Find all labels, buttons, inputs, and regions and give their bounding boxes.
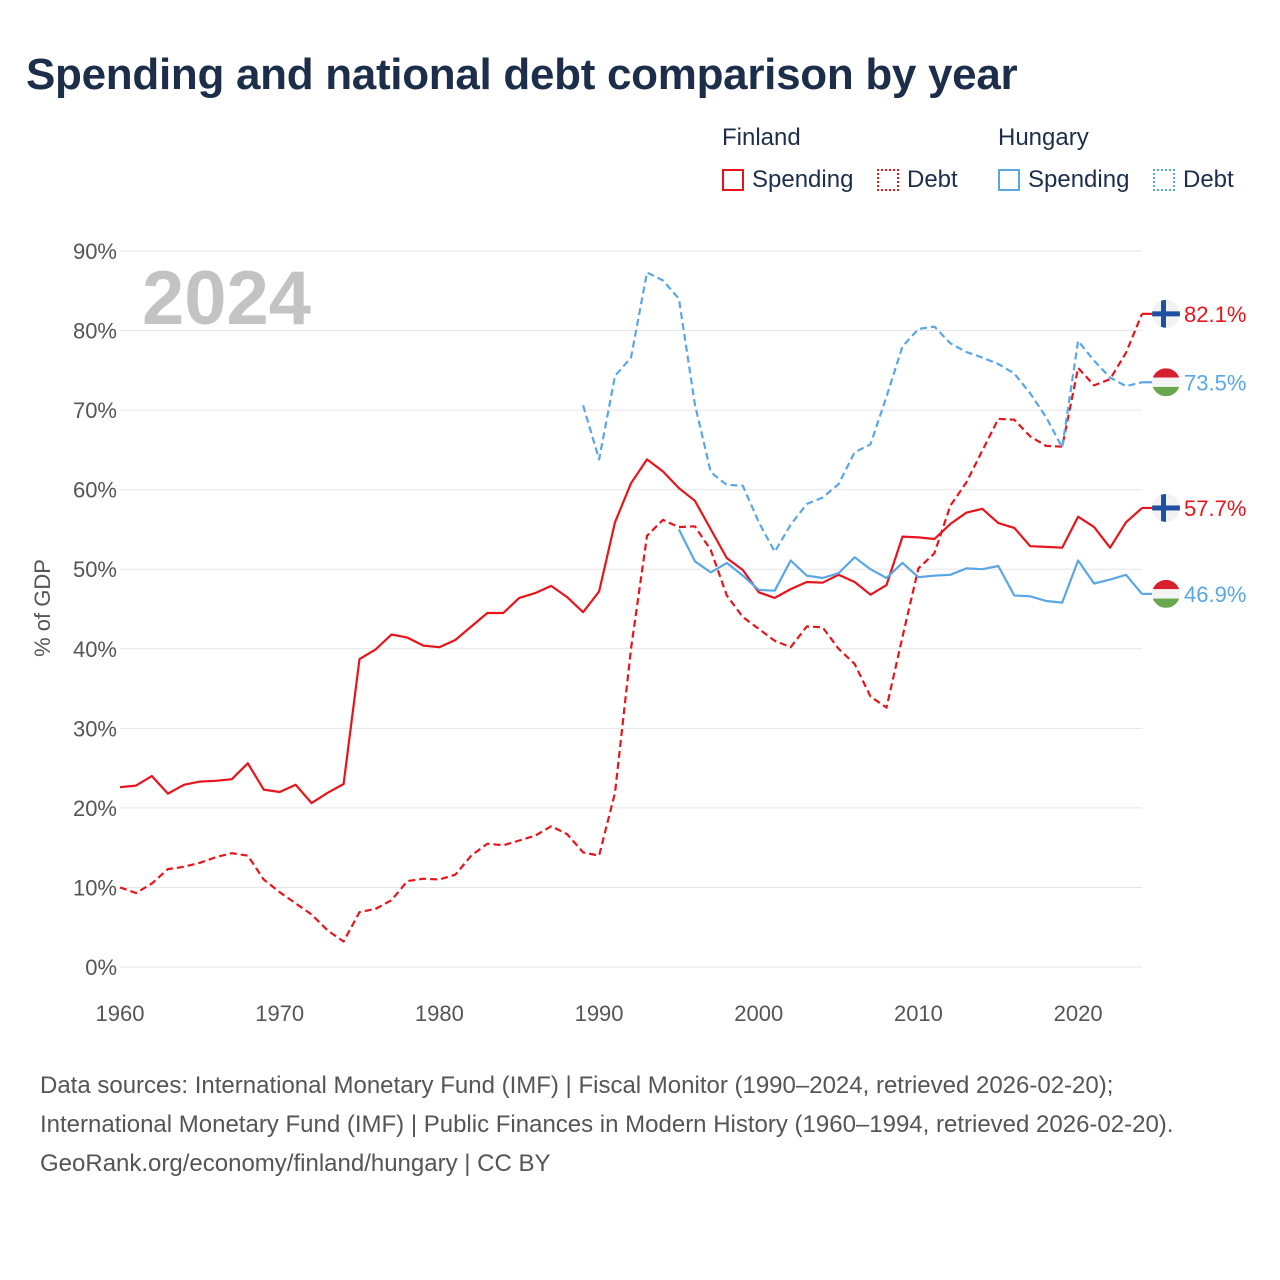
end-value-label: 82.1% bbox=[1184, 302, 1246, 327]
credit-link[interactable]: GeoRank.org/economy/finland/hungary | CC… bbox=[40, 1150, 551, 1177]
y-tick-label: 80% bbox=[73, 319, 117, 344]
end-value-label: 73.5% bbox=[1184, 370, 1246, 395]
legend-finland-debt[interactable]: Debt bbox=[877, 166, 958, 194]
legend-swatch-solid bbox=[998, 169, 1020, 191]
legend-swatch-dotted bbox=[1153, 169, 1175, 191]
y-tick-label: 50% bbox=[73, 557, 117, 582]
legend-group-hungary: Hungary bbox=[998, 124, 1089, 151]
y-tick-label: 20% bbox=[73, 796, 117, 821]
x-tick-label: 1960 bbox=[96, 1001, 145, 1026]
series-lines bbox=[119, 271, 1144, 943]
legend-finland-spending[interactable]: Spending bbox=[722, 166, 853, 194]
y-tick-label: 40% bbox=[73, 637, 117, 662]
y-tick-label: 70% bbox=[73, 398, 117, 423]
series-line-finland-spending[interactable] bbox=[119, 458, 1143, 805]
legend-label: Spending bbox=[752, 166, 854, 193]
finland-flag-icon bbox=[1152, 299, 1180, 328]
year-watermark: 2024 bbox=[142, 256, 311, 341]
legend-label: Spending bbox=[1028, 166, 1130, 193]
x-tick-label: 2000 bbox=[734, 1001, 783, 1026]
footer: Data sources: International Monetary Fun… bbox=[40, 1066, 1240, 1183]
x-tick-label: 2020 bbox=[1054, 1001, 1103, 1026]
legend-label: Debt bbox=[907, 166, 958, 193]
x-tick-label: 1980 bbox=[415, 1001, 464, 1026]
series-line-hungary-spending[interactable] bbox=[677, 528, 1143, 604]
legend-hungary-spending[interactable]: Spending bbox=[998, 166, 1129, 194]
x-tick-label: 2010 bbox=[894, 1001, 943, 1026]
y-tick-label: 60% bbox=[73, 478, 117, 503]
end-value-label: 57.7% bbox=[1184, 496, 1246, 521]
series-line-hungary-debt[interactable] bbox=[582, 271, 1143, 553]
finland-flag-icon bbox=[1152, 493, 1180, 522]
legend-label: Debt bbox=[1183, 166, 1234, 193]
y-tick-label: 30% bbox=[73, 716, 117, 741]
y-axis-label: % of GDP bbox=[30, 559, 55, 657]
hungary-flag-icon bbox=[1152, 579, 1180, 608]
y-tick-label: 90% bbox=[73, 239, 117, 264]
line-chart: 2024 0%10%20%30%40%50%60%70%80%90% 1960 1… bbox=[30, 239, 1246, 1026]
legend-swatch-solid bbox=[722, 169, 744, 191]
x-tick-label: 1990 bbox=[575, 1001, 624, 1026]
x-tick-label: 1970 bbox=[255, 1001, 304, 1026]
end-markers: 57.7% 82.1% 46.9% 73.5% bbox=[1142, 299, 1246, 608]
y-axis-ticks: 0% 10% 20% 30% 40% 50% 60% 70% 80% 90% bbox=[73, 239, 117, 980]
y-tick-label: 10% bbox=[73, 875, 117, 900]
data-sources: Data sources: International Monetary Fun… bbox=[40, 1072, 1174, 1138]
series-line-finland-debt[interactable] bbox=[119, 313, 1144, 943]
hungary-flag-icon bbox=[1152, 368, 1180, 397]
x-axis-ticks: 1960 1970 1980 1990 2000 2010 2020 bbox=[96, 1001, 1103, 1026]
legend-hungary-debt[interactable]: Debt bbox=[1153, 166, 1234, 194]
chart-title: Spending and national debt comparison by… bbox=[26, 50, 1018, 99]
legend-group-finland: Finland bbox=[722, 124, 801, 151]
y-tick-label: 0% bbox=[85, 955, 117, 980]
end-value-label: 46.9% bbox=[1184, 582, 1246, 607]
legend-swatch-dotted bbox=[877, 169, 899, 191]
